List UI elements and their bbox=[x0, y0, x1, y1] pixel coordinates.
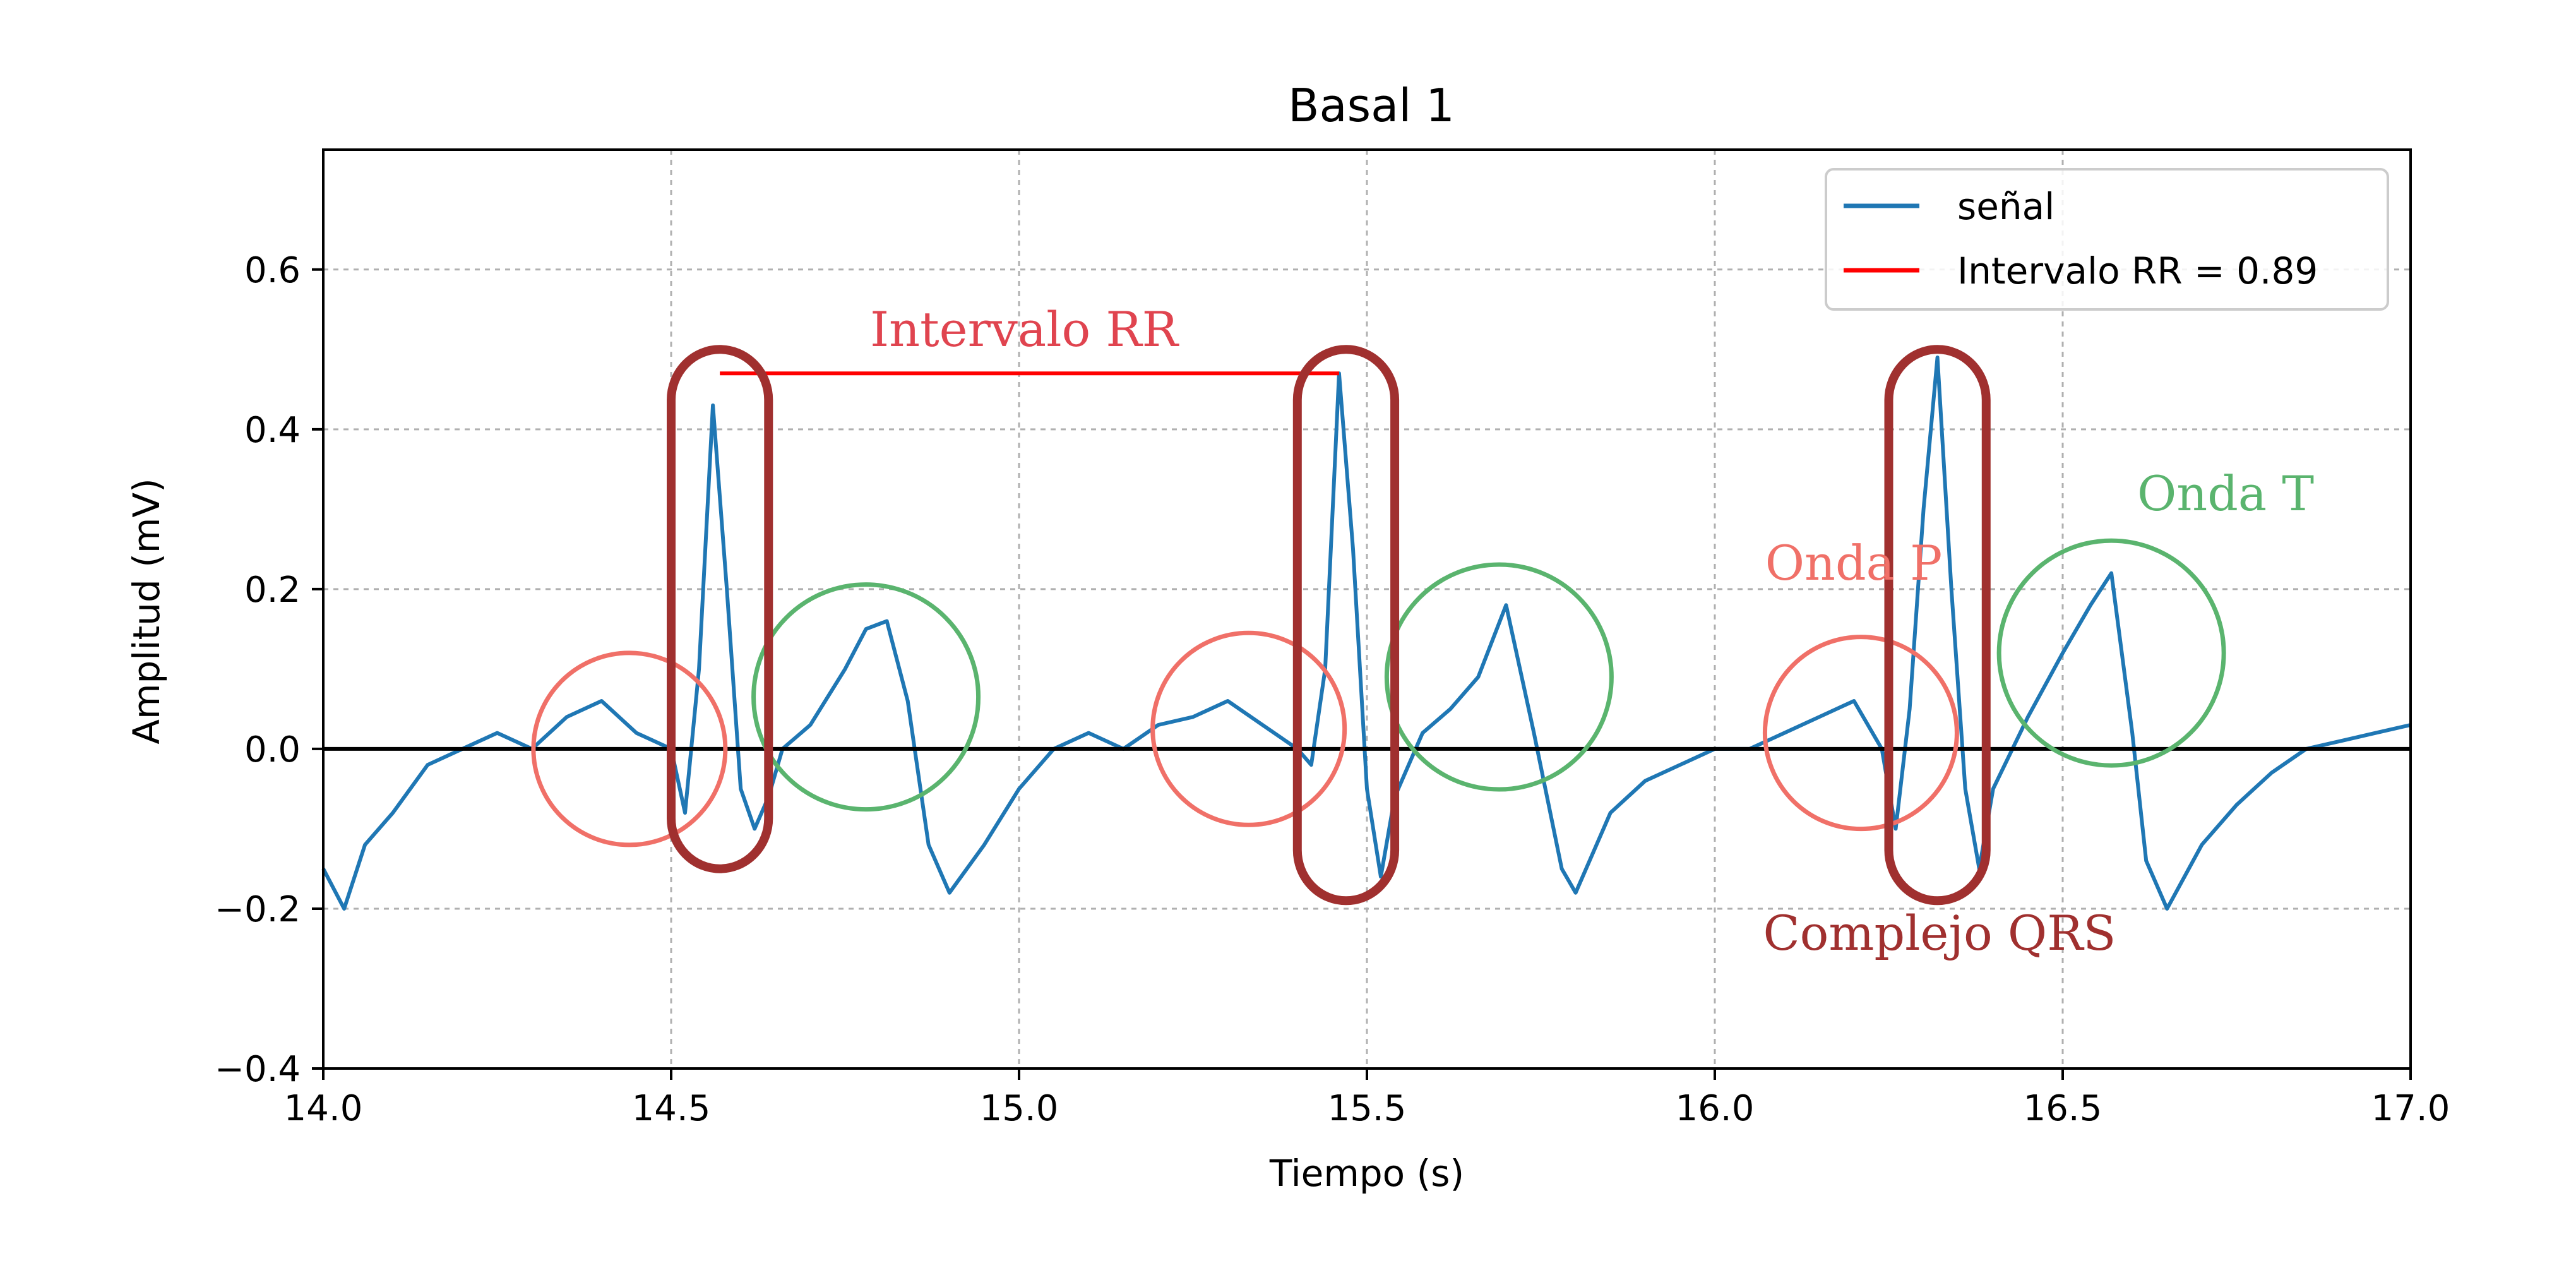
p-wave-circle-1 bbox=[531, 650, 728, 847]
qrs-complex-box-3 bbox=[1884, 345, 1991, 906]
x-tick-label-4: 16.0 bbox=[1676, 1088, 1755, 1129]
legend-label-rr-interval: Intervalo RR = 0.89 bbox=[1957, 249, 2318, 292]
y-tick-label-2: 0.0 bbox=[244, 729, 301, 770]
y-tick-label-5: 0.6 bbox=[244, 250, 301, 291]
chart-title: Basal 1 bbox=[1288, 79, 1455, 132]
y-axis-label: Amplitud (mV) bbox=[125, 478, 168, 744]
legend: señal Intervalo RR = 0.89 bbox=[1825, 168, 2389, 311]
t-wave-circle-1 bbox=[751, 582, 981, 812]
x-tick-label-1: 14.5 bbox=[632, 1088, 711, 1129]
p-wave-circle-2 bbox=[1150, 630, 1347, 827]
y-axis: −0.4 −0.2 0.0 0.2 0.4 0.6 bbox=[215, 250, 323, 1090]
y-tick-label-4: 0.4 bbox=[244, 410, 301, 451]
y-tick-label-3: 0.2 bbox=[244, 570, 301, 611]
p-wave-label: Onda P bbox=[1765, 535, 1943, 591]
t-wave-circle-3 bbox=[1996, 538, 2226, 768]
annotations: Intervalo RR Onda P Onda T Complejo QRS bbox=[531, 301, 2314, 961]
x-tick-label-3: 15.5 bbox=[1328, 1088, 1407, 1129]
x-axis-label: Tiempo (s) bbox=[1269, 1152, 1464, 1195]
x-tick-label-2: 15.0 bbox=[980, 1088, 1059, 1129]
qrs-complex-label: Complejo QRS bbox=[1763, 905, 2116, 961]
x-axis: 14.0 14.5 15.0 15.5 16.0 16.5 17.0 bbox=[284, 1068, 2450, 1129]
rr-interval-label: Intervalo RR bbox=[870, 301, 1180, 357]
legend-box bbox=[1825, 168, 2389, 311]
y-tick-label-1: −0.2 bbox=[215, 889, 301, 930]
plot-series bbox=[321, 356, 2411, 911]
qrs-complex-box-2 bbox=[1292, 345, 1400, 906]
y-tick-label-0: −0.4 bbox=[215, 1049, 301, 1090]
t-wave-circle-2 bbox=[1384, 562, 1614, 792]
series-line-signal bbox=[321, 356, 2411, 911]
legend-label-signal: señal bbox=[1957, 185, 2054, 228]
x-tick-label-5: 16.5 bbox=[2024, 1088, 2102, 1129]
p-wave-circle-3 bbox=[1762, 635, 1959, 832]
x-tick-label-0: 14.0 bbox=[284, 1088, 363, 1129]
qrs-complex-box-1 bbox=[667, 345, 773, 873]
x-tick-label-6: 17.0 bbox=[2371, 1088, 2450, 1129]
t-wave-label: Onda T bbox=[2137, 465, 2314, 522]
